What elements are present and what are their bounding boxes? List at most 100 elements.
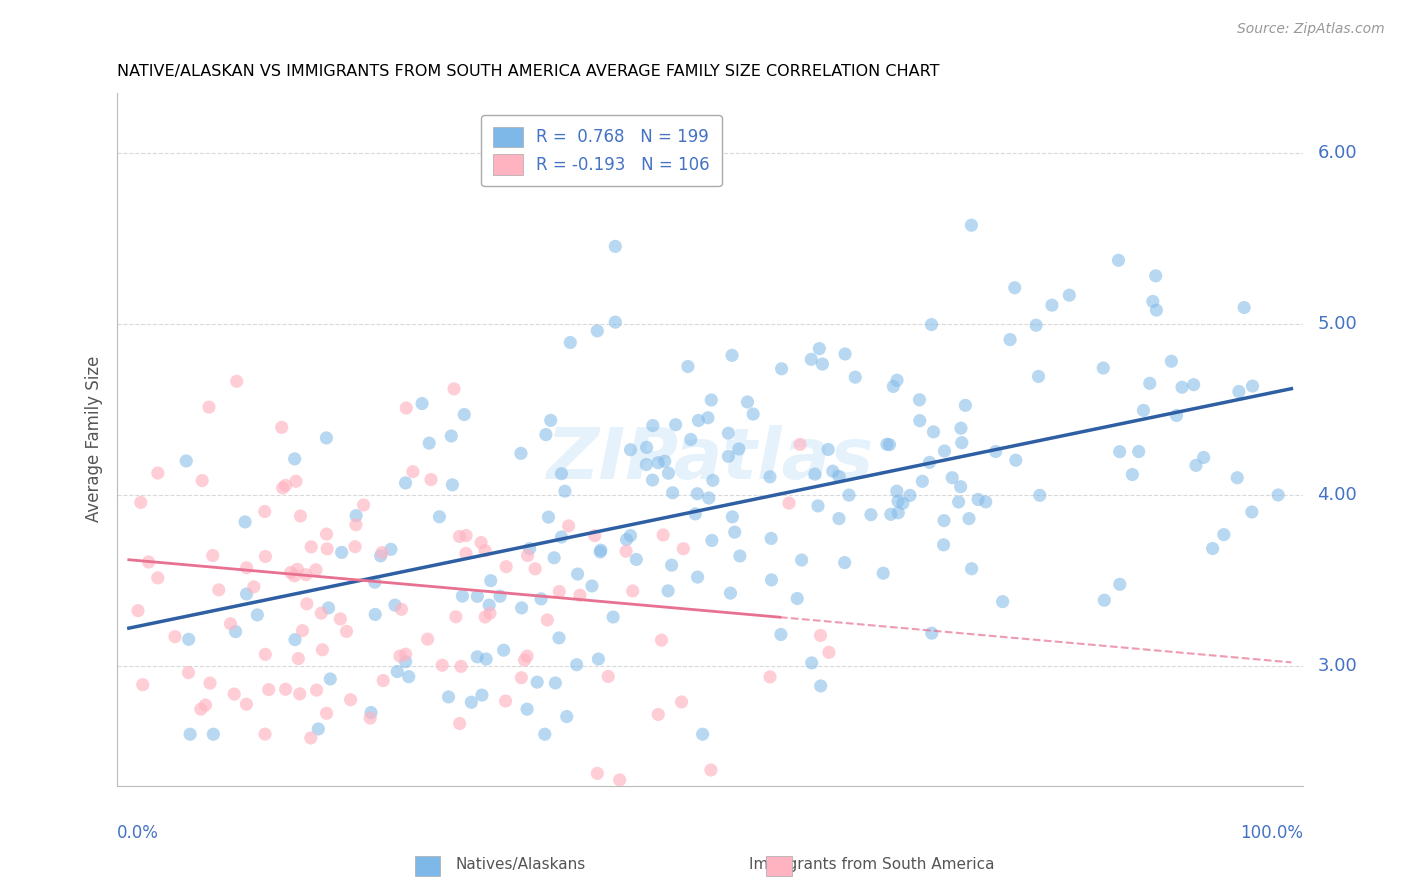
Point: [194, 698, 217, 712]
Point: [370, 549, 392, 563]
Point: [307, 722, 329, 736]
Point: [127, 604, 149, 618]
Point: [1240, 505, 1263, 519]
Point: [174, 454, 197, 468]
Point: [589, 545, 612, 559]
Text: Source: ZipAtlas.com: Source: ZipAtlas.com: [1237, 22, 1385, 37]
Text: ZIPatlas: ZIPatlas: [547, 425, 873, 494]
Point: [932, 538, 955, 552]
Point: [605, 239, 627, 253]
Point: [1029, 488, 1052, 502]
Point: [492, 643, 515, 657]
Point: [1028, 369, 1050, 384]
Text: Immigrants from South America: Immigrants from South America: [749, 857, 994, 872]
Point: [941, 471, 963, 485]
Point: [479, 574, 502, 588]
Point: [789, 437, 811, 451]
Point: [315, 527, 337, 541]
Point: [254, 648, 277, 662]
Point: [198, 676, 221, 690]
Point: [291, 624, 314, 638]
Point: [470, 535, 492, 549]
Point: [676, 359, 699, 374]
Point: [299, 731, 322, 745]
Point: [1233, 301, 1256, 315]
Point: [460, 695, 482, 709]
Point: [800, 656, 823, 670]
Point: [589, 543, 612, 558]
Point: [949, 480, 972, 494]
Point: [879, 437, 901, 451]
Point: [665, 417, 688, 432]
Point: [759, 670, 782, 684]
Point: [922, 425, 945, 439]
Point: [132, 678, 155, 692]
Point: [1267, 488, 1289, 502]
Point: [1139, 376, 1161, 391]
Point: [700, 763, 723, 777]
Point: [949, 421, 972, 435]
Point: [319, 672, 342, 686]
Point: [394, 475, 416, 490]
Point: [918, 455, 941, 469]
Point: [887, 506, 910, 520]
Point: [686, 570, 709, 584]
Point: [295, 567, 318, 582]
Point: [759, 532, 782, 546]
Point: [1171, 380, 1194, 394]
Point: [626, 552, 648, 566]
Point: [887, 494, 910, 508]
Point: [208, 582, 231, 597]
Point: [636, 458, 658, 472]
Point: [1227, 384, 1250, 399]
Point: [316, 541, 339, 556]
Point: [163, 630, 186, 644]
Point: [305, 563, 328, 577]
Point: [271, 481, 294, 495]
Point: [786, 591, 808, 606]
Point: [516, 549, 538, 563]
Point: [219, 616, 242, 631]
Point: [475, 652, 498, 666]
Point: [1166, 409, 1188, 423]
Text: 6.00: 6.00: [1317, 144, 1357, 161]
Point: [179, 727, 201, 741]
Point: [243, 580, 266, 594]
Point: [654, 454, 676, 468]
Point: [474, 543, 496, 558]
Point: [661, 558, 683, 573]
Point: [253, 504, 276, 518]
Point: [688, 413, 710, 427]
Point: [657, 467, 679, 481]
Point: [395, 647, 418, 661]
Point: [911, 475, 934, 489]
Point: [246, 607, 269, 622]
Point: [567, 567, 589, 582]
Point: [908, 392, 931, 407]
Point: [960, 218, 983, 232]
Point: [534, 427, 557, 442]
Point: [974, 495, 997, 509]
Point: [636, 441, 658, 455]
Point: [548, 584, 571, 599]
Point: [373, 673, 395, 688]
Point: [330, 545, 353, 559]
Point: [177, 665, 200, 680]
Point: [489, 589, 512, 603]
Point: [339, 692, 361, 706]
Text: NATIVE/ALASKAN VS IMMIGRANTS FROM SOUTH AMERICA AVERAGE FAMILY SIZE CORRELATION : NATIVE/ALASKAN VS IMMIGRANTS FROM SOUTH …: [117, 64, 939, 79]
Point: [1142, 294, 1164, 309]
Point: [451, 589, 474, 603]
Point: [728, 549, 751, 563]
Point: [955, 398, 977, 412]
Point: [588, 652, 610, 666]
Point: [880, 508, 903, 522]
Point: [478, 606, 501, 620]
Point: [543, 550, 565, 565]
Point: [1108, 444, 1130, 458]
Point: [1092, 593, 1115, 607]
Point: [770, 361, 793, 376]
Point: [844, 370, 866, 384]
Point: [672, 541, 695, 556]
Point: [619, 528, 641, 542]
